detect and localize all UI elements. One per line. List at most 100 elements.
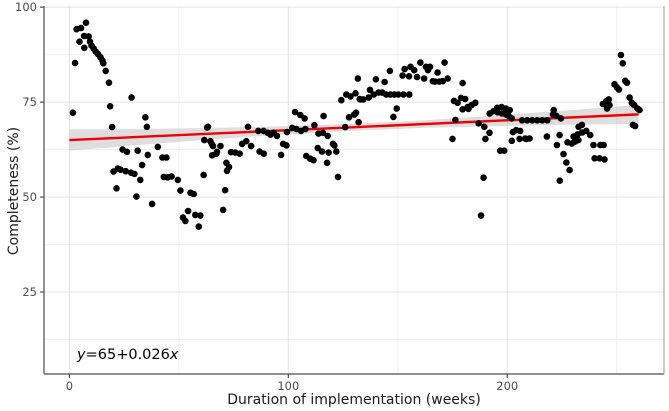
data-point xyxy=(413,73,421,81)
data-point xyxy=(352,109,360,116)
data-point xyxy=(386,67,394,75)
data-point xyxy=(128,94,135,101)
data-point xyxy=(461,95,469,103)
data-point xyxy=(69,109,77,116)
data-point xyxy=(528,117,536,124)
data-point xyxy=(575,136,582,144)
data-point xyxy=(131,170,138,178)
data-point xyxy=(553,141,561,149)
data-point xyxy=(523,117,531,124)
data-point xyxy=(459,79,466,87)
y-tick-label: 50 xyxy=(22,190,37,204)
data-point xyxy=(420,75,428,82)
data-point xyxy=(174,176,182,184)
data-point xyxy=(144,151,152,159)
data-point xyxy=(354,75,362,82)
data-point xyxy=(143,123,151,131)
x-tick-label: 200 xyxy=(496,379,518,393)
data-point xyxy=(192,211,199,219)
data-point xyxy=(586,131,594,139)
data-point xyxy=(225,163,233,171)
data-point xyxy=(77,24,85,32)
data-point xyxy=(459,106,466,113)
data-point xyxy=(472,99,479,107)
data-point xyxy=(122,167,129,175)
data-point xyxy=(195,223,203,230)
data-point xyxy=(108,123,116,131)
data-point xyxy=(200,171,207,179)
data-point xyxy=(543,133,551,140)
data-point xyxy=(244,123,252,131)
data-point xyxy=(600,141,607,149)
data-point xyxy=(81,44,88,52)
data-point xyxy=(544,117,551,124)
data-point xyxy=(133,193,140,200)
data-point xyxy=(452,116,459,124)
data-point xyxy=(213,148,221,156)
regression-equation-label: y=65+0.026x xyxy=(77,347,178,363)
data-point xyxy=(539,117,546,124)
data-point xyxy=(254,127,262,135)
data-point xyxy=(417,59,424,66)
data-point xyxy=(142,114,149,121)
data-point xyxy=(100,60,107,67)
data-point xyxy=(243,137,250,145)
data-point xyxy=(400,91,407,98)
data-point xyxy=(486,129,493,137)
equation-x-symbol: x xyxy=(169,347,179,363)
data-point xyxy=(217,142,224,150)
data-point xyxy=(556,131,563,139)
data-point xyxy=(393,105,401,112)
data-point xyxy=(182,217,189,225)
data-point xyxy=(533,117,541,124)
data-point xyxy=(209,142,217,150)
data-point xyxy=(481,123,488,131)
data-point xyxy=(105,79,113,86)
data-point xyxy=(291,108,299,116)
data-point xyxy=(76,38,83,45)
data-point xyxy=(477,212,485,219)
data-point xyxy=(394,91,402,98)
data-point xyxy=(197,212,204,219)
data-point xyxy=(236,150,243,157)
data-point xyxy=(508,137,516,145)
data-point xyxy=(168,173,175,180)
data-point xyxy=(190,190,197,198)
data-point xyxy=(204,123,212,131)
data-point xyxy=(85,33,92,40)
data-point xyxy=(333,148,340,155)
y-tick-label: 75 xyxy=(22,95,37,109)
data-point xyxy=(82,19,90,27)
data-point xyxy=(591,155,598,162)
data-point xyxy=(320,112,327,120)
data-point xyxy=(556,177,564,184)
data-point xyxy=(134,147,141,154)
data-point xyxy=(365,94,373,101)
data-point xyxy=(345,114,353,121)
data-point xyxy=(615,86,623,93)
data-point xyxy=(113,185,120,192)
data-point xyxy=(506,106,513,114)
data-point xyxy=(508,115,516,122)
regression-line xyxy=(69,113,639,142)
data-point xyxy=(347,93,354,100)
data-point xyxy=(283,142,290,149)
x-axis-title: Duration of implementation (weeks) xyxy=(227,392,481,408)
data-point xyxy=(331,142,338,149)
data-point xyxy=(137,176,144,184)
y-tick-label: 25 xyxy=(22,285,37,299)
data-point xyxy=(518,117,526,124)
data-point xyxy=(563,159,570,166)
data-point xyxy=(247,142,255,150)
data-point xyxy=(605,96,613,103)
y-tick-label: 100 xyxy=(15,0,37,14)
data-point xyxy=(636,106,643,114)
data-point xyxy=(163,154,170,161)
data-point xyxy=(560,150,567,158)
data-point xyxy=(277,151,285,159)
data-point xyxy=(590,141,597,149)
data-point xyxy=(352,90,359,97)
data-point xyxy=(355,118,362,126)
data-point xyxy=(184,207,192,215)
data-point xyxy=(148,200,156,208)
